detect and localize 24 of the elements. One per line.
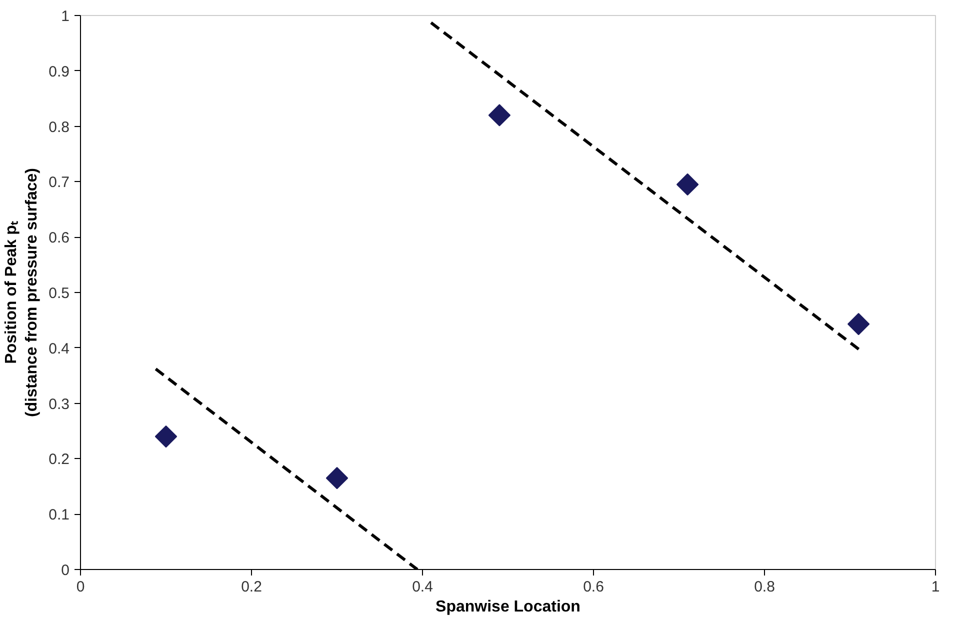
y-axis-title: Position of Peak pₜ (distance from pressure surface) [3, 168, 41, 417]
point [326, 466, 348, 490]
x-axis-title: Spanwise Location [436, 598, 580, 616]
y-tick-label: 0.3 [48, 396, 70, 413]
point [154, 425, 178, 448]
x-tick-label: 0.4 [412, 578, 433, 596]
y-tick-label: 0.2 [48, 451, 70, 468]
y-tick-label: 0.8 [48, 118, 70, 136]
y-tick-label: 0.7 [48, 174, 70, 192]
y-tick-label: 0.6 [48, 230, 70, 247]
y-tick-label: 0.5 [48, 285, 70, 302]
x-tick-label: 0.2 [241, 578, 262, 596]
y-tick-label: 0.1 [48, 506, 70, 524]
y-tick-label: 1 [61, 8, 70, 25]
x-tick-label: 0.8 [754, 578, 775, 596]
point [676, 173, 699, 196]
point [488, 104, 511, 126]
x-tick-label: 1 [931, 578, 940, 596]
point [847, 312, 870, 336]
y-tick-label: 0 [61, 562, 70, 579]
y-tick-label: 0.4 [48, 340, 70, 358]
y-tick-label: 0.9 [48, 63, 70, 80]
x-tick-label: 0.6 [583, 578, 604, 596]
x-tick-label: 0 [76, 578, 85, 596]
